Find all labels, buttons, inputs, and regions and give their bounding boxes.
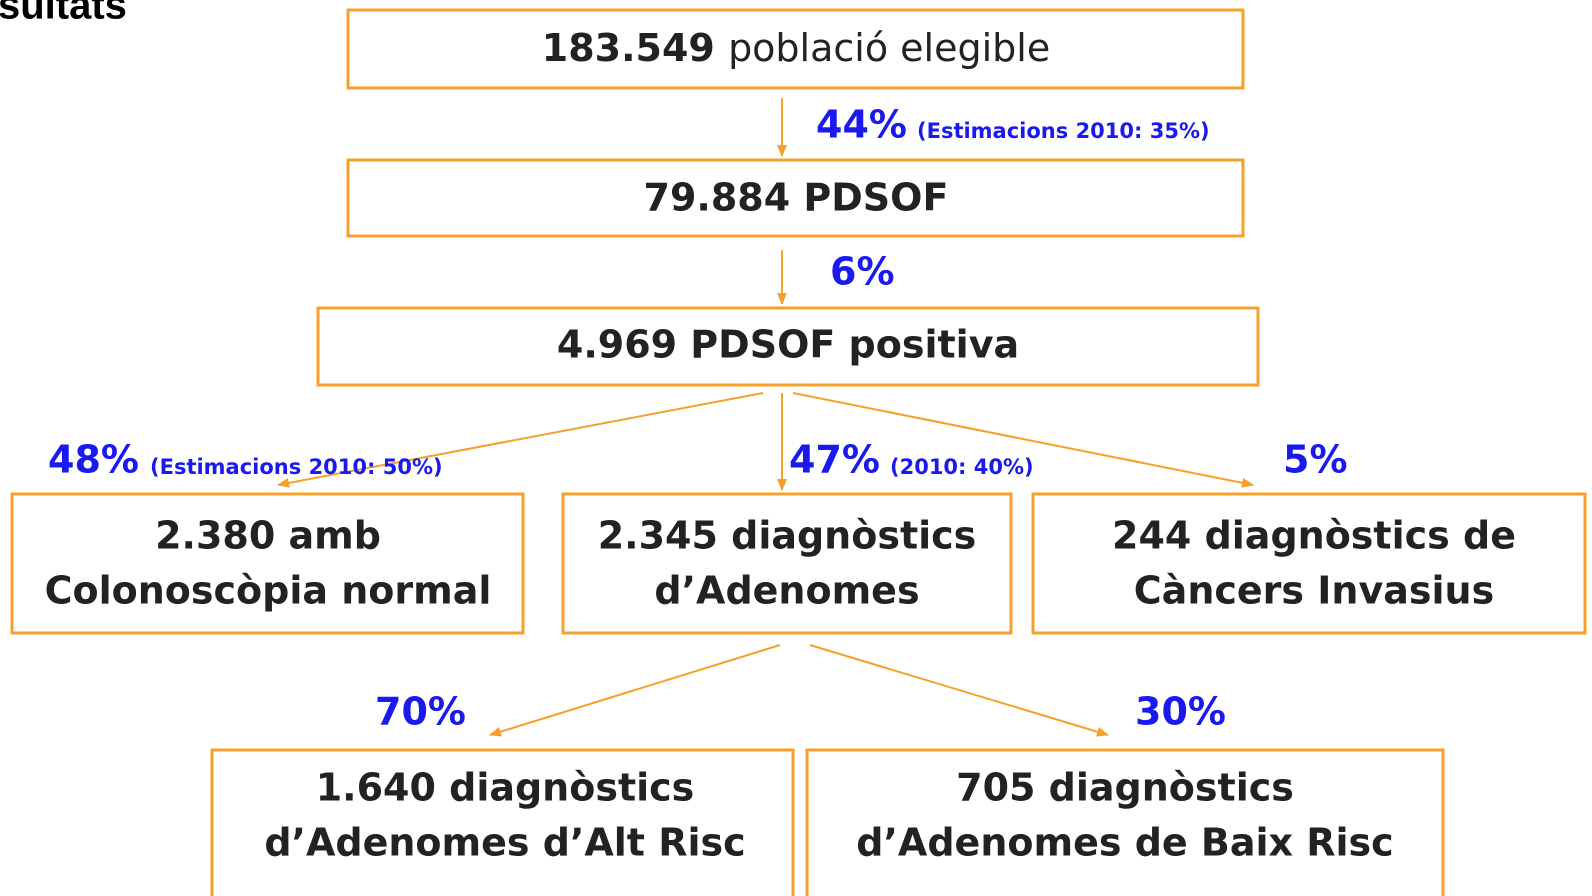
- node-box: [210, 748, 795, 896]
- node-label: 2.380 amb: [155, 514, 381, 558]
- node-label: Càncers Invasius: [1134, 569, 1494, 613]
- edge-percent: 30%: [1135, 690, 1226, 734]
- node-box: [561, 492, 1013, 635]
- edge-percent: 6%: [830, 250, 895, 294]
- edge-percent: 48%: [48, 438, 139, 482]
- page-title: sultats: [0, 0, 127, 28]
- node-box: [316, 306, 1260, 387]
- edge-percent: 5%: [1283, 438, 1348, 482]
- node-label: 183.549 població elegible: [542, 26, 1050, 70]
- node-box: [1031, 492, 1587, 635]
- edge-note: (Estimacions 2010: 35%): [917, 119, 1210, 143]
- node-number: 183.549: [542, 26, 715, 70]
- node-box: [805, 748, 1445, 896]
- edge-percent: 70%: [375, 690, 466, 734]
- node-label: 1.640 diagnòstics: [316, 766, 695, 810]
- node-label: 4.969 PDSOF positiva: [557, 323, 1019, 367]
- node-box: [10, 492, 525, 635]
- edge-percent: 47%: [789, 438, 880, 482]
- node-label: 79.884 PDSOF: [644, 176, 949, 220]
- node-box: [346, 8, 1245, 90]
- arrow: [489, 644, 781, 737]
- node-label: 2.345 diagnòstics: [598, 514, 977, 558]
- edge-note: (Estimacions 2010: 50%): [150, 455, 443, 479]
- node-label: Colonoscòpia normal: [45, 569, 492, 613]
- node-label: d’Adenomes: [654, 569, 919, 613]
- arrow: [792, 392, 1254, 488]
- edge-note: (2010: 40%): [890, 455, 1034, 479]
- node-text: població elegible: [728, 26, 1050, 70]
- node-label: 705 diagnòstics: [956, 766, 1294, 810]
- node-label: d’Adenomes de Baix Risc: [856, 821, 1393, 865]
- edge-percent: 44%: [816, 103, 907, 147]
- node-box: [346, 158, 1245, 238]
- arrow: [809, 644, 1109, 737]
- node-label: 244 diagnòstics de: [1112, 514, 1516, 558]
- arrow: [277, 392, 764, 488]
- node-label: d’Adenomes d’Alt Risc: [264, 821, 745, 865]
